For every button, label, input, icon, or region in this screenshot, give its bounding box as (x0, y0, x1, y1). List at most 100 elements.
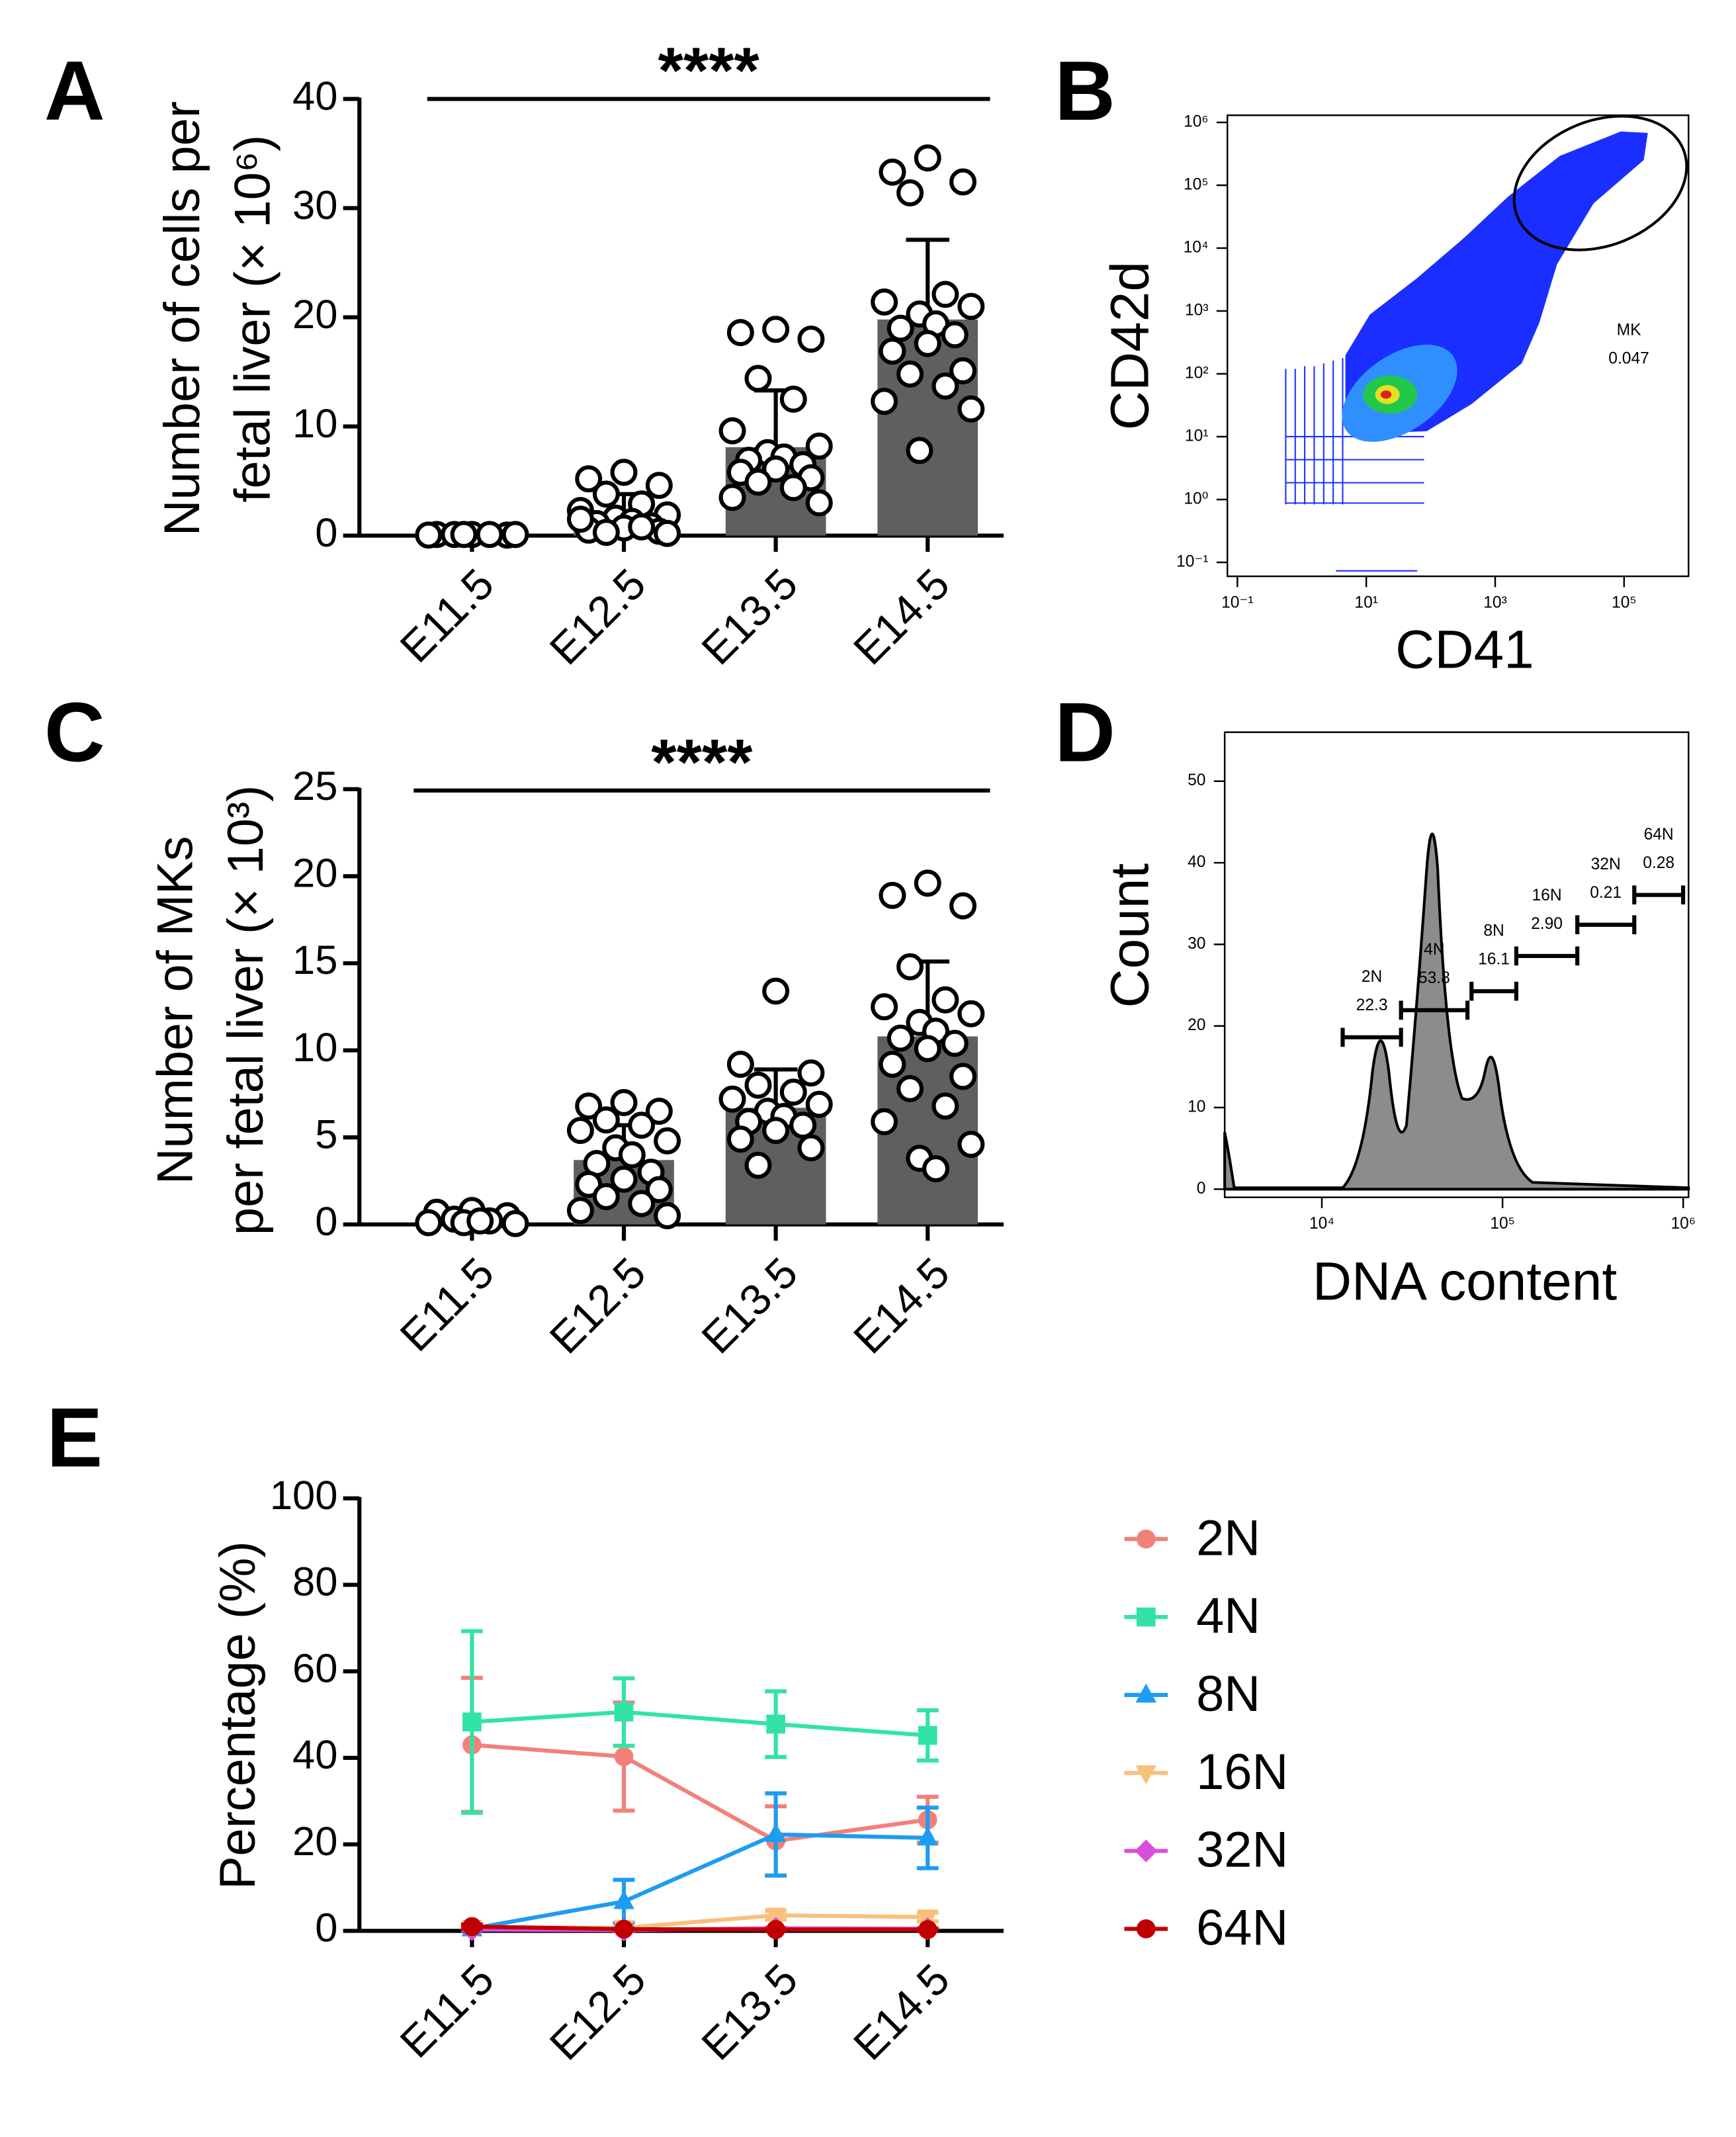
data-point (645, 1098, 673, 1125)
significance: **** (651, 726, 753, 799)
y-tick-label: 20 (292, 1819, 337, 1864)
data-point (949, 892, 976, 920)
data-point (592, 1183, 620, 1211)
gate-value: 0.21 (1590, 884, 1622, 902)
legend-marker (1136, 1529, 1156, 1549)
data-point (566, 1117, 594, 1145)
data-point (871, 1108, 898, 1135)
data-point (957, 292, 985, 320)
data-point (957, 1000, 985, 1027)
data-point (744, 1151, 772, 1179)
series-line (472, 1743, 928, 1843)
y-axis-label: per fetal liver (× 10³) (218, 785, 274, 1236)
data-point (726, 1051, 754, 1078)
y-tick-label: 40 (292, 1732, 337, 1778)
data-point (879, 1051, 906, 1078)
data-point (654, 1127, 681, 1155)
y-tick-label: 20 (292, 292, 337, 337)
y-axis-label: Count (1100, 863, 1160, 1008)
plot-frame (1223, 731, 1690, 1198)
x-tick-label: 10⁶ (1671, 1215, 1695, 1233)
series-line (472, 1924, 928, 1932)
marker (765, 1823, 787, 1843)
y-tick-label: 25 (292, 763, 337, 809)
gate-bar (1514, 946, 1580, 966)
gate-name: 32N (1591, 855, 1621, 873)
mk-gate (1512, 114, 1688, 251)
y-tick-label: 30 (1188, 935, 1205, 953)
gate-name: 64N (1644, 826, 1674, 844)
y-tick-label: 50 (1188, 771, 1205, 789)
y-tick-label: 0 (315, 1905, 337, 1951)
data-point (610, 1088, 638, 1116)
data-point (949, 168, 976, 196)
data-point (466, 1207, 494, 1235)
data-point (718, 417, 746, 445)
y-tick-label: 10² (1185, 364, 1209, 382)
data-point (871, 388, 898, 415)
x-tick-label: E12.5 (541, 1248, 655, 1363)
data-point (797, 1059, 825, 1087)
data-point (941, 1029, 969, 1057)
y-tick-label: 10 (292, 1025, 337, 1070)
data-point (566, 1197, 594, 1225)
data-point (610, 1165, 638, 1193)
gate-value: 0.28 (1643, 854, 1674, 872)
series-line (471, 1832, 928, 1931)
data-point (914, 329, 941, 357)
flow-density-max (1380, 390, 1392, 399)
gate-bar (1469, 981, 1518, 1001)
data-point (450, 521, 478, 548)
marker (614, 1747, 634, 1766)
marker (462, 1917, 482, 1937)
data-point (879, 158, 906, 186)
gate-value: 0.047 (1608, 350, 1649, 368)
data-point (645, 1176, 673, 1203)
y-tick-label: 5 (315, 1112, 337, 1157)
data-point (575, 465, 603, 493)
x-tick-label: E13.5 (693, 560, 807, 674)
y-tick-label: 20 (292, 851, 337, 896)
data-point (610, 458, 638, 486)
series-line (472, 1710, 928, 1738)
x-tick-label: 10¹ (1354, 594, 1378, 612)
data-point (871, 288, 898, 316)
gate-name: MK (1617, 322, 1641, 339)
legend-label: 2N (1196, 1510, 1260, 1566)
data-point (592, 480, 620, 508)
marker (766, 1714, 785, 1734)
x-axis-label: DNA content (1313, 1252, 1617, 1312)
y-tick-label: 10⁰ (1184, 490, 1208, 507)
data-point (932, 986, 959, 1014)
gate-value: 22.3 (1356, 996, 1388, 1014)
gate-bar (1632, 885, 1686, 905)
flow-density (1285, 114, 1688, 572)
dna-histogram-curve (1223, 832, 1690, 1191)
gate-value: 2.90 (1531, 915, 1563, 933)
data-point (879, 881, 906, 909)
data-point (879, 337, 906, 365)
data-point (744, 1071, 772, 1099)
data-point (566, 505, 594, 533)
x-tick-label: E14.5 (844, 1955, 959, 2070)
y-tick-label: 10⁴ (1184, 239, 1209, 257)
data-point (762, 1117, 790, 1145)
gate-value: 16.1 (1478, 951, 1510, 969)
y-tick-label: 10³ (1185, 302, 1209, 320)
data-point (592, 1106, 620, 1134)
data-point (628, 1190, 656, 1217)
panel-letter: C (44, 685, 105, 779)
data-point (476, 521, 503, 548)
y-tick-label: 0 (315, 510, 337, 556)
gate-bar (1575, 915, 1637, 935)
data-point (805, 489, 833, 517)
gate-name: 16N (1532, 887, 1561, 904)
data-point (762, 455, 790, 483)
data-point (779, 474, 807, 502)
data-point (896, 1074, 924, 1102)
data-point (797, 1134, 825, 1162)
x-tick-label: 10⁵ (1490, 1215, 1515, 1233)
data-point (762, 977, 790, 1005)
y-tick-label: 30 (292, 183, 337, 228)
y-tick-label: 20 (1188, 1016, 1205, 1034)
